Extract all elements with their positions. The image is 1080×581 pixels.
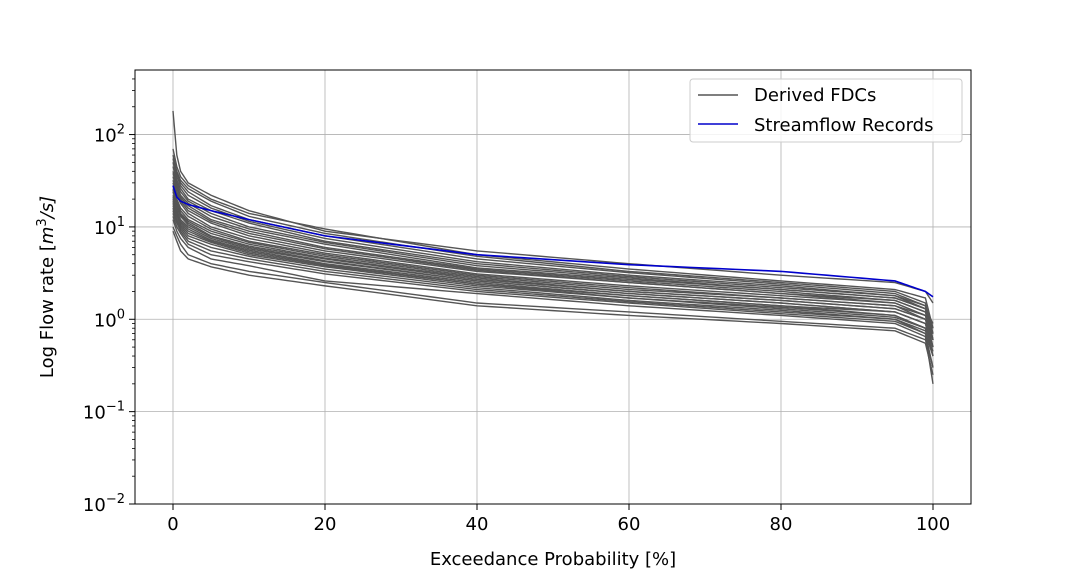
y-tick-label-exp: −2 — [106, 492, 125, 507]
y-axis-label-unit-rest: /s] — [37, 196, 58, 220]
y-tick-label-exp: 2 — [117, 123, 125, 138]
series-line-derived-fdcs — [172, 148, 934, 329]
series-line-derived-fdcs — [172, 110, 934, 304]
x-axis-ticks: 0 20 40 60 80 100 — [167, 504, 950, 535]
y-tick-label: 101 — [94, 215, 125, 239]
series-line-derived-fdcs — [172, 213, 934, 368]
x-tick-label: 20 — [314, 514, 337, 535]
x-tick-label: 100 — [916, 514, 950, 535]
y-tick-label: 10−1 — [83, 400, 125, 424]
series-line-derived-fdcs — [172, 200, 934, 341]
series-line-streamflow-records — [172, 185, 934, 298]
plot-frame — [134, 69, 972, 505]
series-line-derived-fdcs — [172, 205, 934, 357]
series-line-derived-fdcs — [172, 189, 934, 329]
x-tick-label: 60 — [618, 514, 641, 535]
y-axis-label-unit-exp: 3 — [35, 218, 50, 226]
y-axis-label-prefix: Log Flow rate [ — [37, 244, 58, 378]
legend-box — [689, 78, 963, 143]
y-tick-label-exp: 1 — [117, 215, 125, 230]
y-tick-label-base: 10 — [83, 403, 106, 424]
y-tick-label-exp: −1 — [106, 400, 125, 415]
x-tick-label: 40 — [466, 514, 489, 535]
legend-label-derived-fdcs: Derived FDCs — [754, 85, 876, 106]
plot-lines — [172, 110, 934, 384]
series-line-derived-fdcs — [172, 230, 934, 376]
y-tick-label-base: 10 — [94, 218, 117, 239]
series-line-derived-fdcs — [172, 154, 934, 334]
y-tick-label: 102 — [94, 123, 125, 147]
y-tick-label: 10−2 — [83, 492, 125, 516]
x-tick-label: 80 — [770, 514, 793, 535]
x-tick-label: 0 — [167, 514, 178, 535]
legend-label-streamflow-records: Streamflow Records — [754, 115, 934, 136]
series-line-derived-fdcs — [172, 185, 934, 340]
y-tick-label: 100 — [94, 307, 125, 331]
y-tick-label-base: 10 — [94, 310, 117, 331]
y-axis-label: Log Flow rate [m3/s] — [35, 196, 59, 378]
series-line-derived-fdcs — [172, 219, 934, 384]
series-line-derived-fdcs — [172, 216, 934, 357]
series-line-derived-fdcs — [172, 226, 934, 368]
series-line-derived-fdcs — [172, 180, 934, 334]
y-tick-label-base: 10 — [83, 495, 106, 516]
series-line-derived-fdcs — [172, 207, 934, 348]
y-tick-label-exp: 0 — [117, 307, 125, 322]
legend: Derived FDCs Streamflow Records — [689, 78, 963, 143]
x-axis-label: Exceedance Probability [%] — [430, 549, 676, 570]
series-line-derived-fdcs — [172, 166, 934, 329]
series-line-derived-fdcs — [172, 173, 934, 324]
y-tick-label-base: 10 — [94, 126, 117, 147]
y-axis-label-unit-base: m — [37, 227, 58, 245]
